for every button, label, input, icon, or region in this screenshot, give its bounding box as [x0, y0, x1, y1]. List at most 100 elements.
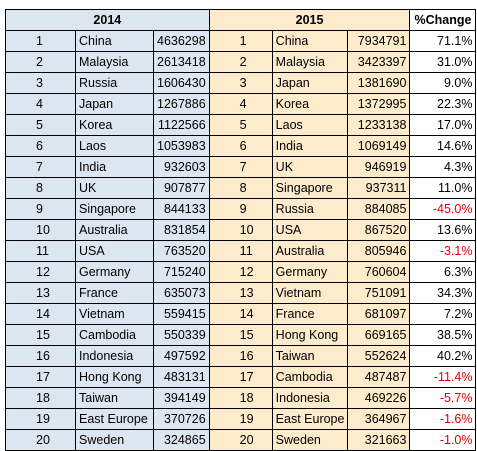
value-2015-cell[interactable]: 760604 [347, 261, 411, 283]
country-2014-cell[interactable]: Singapore [75, 198, 154, 220]
rank-2014-cell[interactable]: 9 [5, 198, 76, 220]
value-2014-cell[interactable]: 907877 [153, 177, 210, 199]
rank-2015-cell[interactable]: 4 [208, 93, 273, 115]
rank-2015-cell[interactable]: 17 [208, 366, 273, 388]
rank-2014-cell[interactable]: 18 [5, 387, 76, 409]
country-2015-cell[interactable]: Russia [271, 198, 349, 220]
header-change[interactable]: %Change [409, 9, 477, 31]
value-2015-cell[interactable]: 1069149 [347, 135, 411, 157]
rank-2014-cell[interactable]: 6 [5, 135, 76, 157]
change-cell[interactable]: 9.0% [409, 72, 477, 94]
country-2015-cell[interactable]: Australia [271, 240, 349, 262]
change-cell[interactable]: 71.1% [409, 30, 477, 52]
value-2014-cell[interactable]: 831854 [153, 219, 210, 241]
change-cell[interactable]: -11.4% [409, 366, 477, 388]
value-2014-cell[interactable]: 559415 [153, 303, 210, 325]
country-2015-cell[interactable]: Taiwan [271, 345, 349, 367]
country-2014-cell[interactable]: Sweden [75, 429, 154, 451]
value-2015-cell[interactable]: 3423397 [347, 51, 411, 73]
rank-2014-cell[interactable]: 11 [5, 240, 76, 262]
rank-2014-cell[interactable]: 19 [5, 408, 76, 430]
value-2015-cell[interactable]: 1233138 [347, 114, 411, 136]
rank-2014-cell[interactable]: 5 [5, 114, 76, 136]
country-2015-cell[interactable]: India [271, 135, 349, 157]
country-2015-cell[interactable]: Hong Kong [271, 324, 349, 346]
value-2014-cell[interactable]: 715240 [153, 261, 210, 283]
rank-2015-cell[interactable]: 5 [208, 114, 273, 136]
country-2014-cell[interactable]: France [75, 282, 154, 304]
value-2014-cell[interactable]: 370726 [153, 408, 210, 430]
value-2015-cell[interactable]: 469226 [347, 387, 411, 409]
rank-2014-cell[interactable]: 12 [5, 261, 76, 283]
value-2015-cell[interactable]: 364967 [347, 408, 411, 430]
country-2015-cell[interactable]: China [271, 30, 349, 52]
rank-2015-cell[interactable]: 6 [208, 135, 273, 157]
value-2014-cell[interactable]: 844133 [153, 198, 210, 220]
value-2015-cell[interactable]: 1381690 [347, 72, 411, 94]
change-cell[interactable]: 38.5% [409, 324, 477, 346]
country-2014-cell[interactable]: Malaysia [75, 51, 154, 73]
country-2015-cell[interactable]: Germany [271, 261, 349, 283]
value-2014-cell[interactable]: 4636298 [153, 30, 210, 52]
rank-2014-cell[interactable]: 8 [5, 177, 76, 199]
change-cell[interactable]: 14.6% [409, 135, 477, 157]
country-2015-cell[interactable]: France [271, 303, 349, 325]
value-2014-cell[interactable]: 1606430 [153, 72, 210, 94]
change-cell[interactable]: 34.3% [409, 282, 477, 304]
country-2015-cell[interactable]: UK [271, 156, 349, 178]
change-cell[interactable]: 31.0% [409, 51, 477, 73]
change-cell[interactable]: 11.0% [409, 177, 477, 199]
value-2015-cell[interactable]: 884085 [347, 198, 411, 220]
country-2014-cell[interactable]: Korea [75, 114, 154, 136]
change-cell[interactable]: -45.0% [409, 198, 477, 220]
country-2015-cell[interactable]: Korea [271, 93, 349, 115]
country-2014-cell[interactable]: Laos [75, 135, 154, 157]
country-2014-cell[interactable]: India [75, 156, 154, 178]
country-2015-cell[interactable]: Singapore [271, 177, 349, 199]
rank-2015-cell[interactable]: 16 [208, 345, 273, 367]
rank-2015-cell[interactable]: 14 [208, 303, 273, 325]
country-2014-cell[interactable]: Vietnam [75, 303, 154, 325]
value-2014-cell[interactable]: 932603 [153, 156, 210, 178]
country-2014-cell[interactable]: East Europe [75, 408, 154, 430]
value-2015-cell[interactable]: 805946 [347, 240, 411, 262]
rank-2015-cell[interactable]: 10 [208, 219, 273, 241]
country-2015-cell[interactable]: Sweden [271, 429, 349, 451]
change-cell[interactable]: -1.0% [409, 429, 477, 451]
country-2014-cell[interactable]: Australia [75, 219, 154, 241]
header-2015[interactable]: 2015 [208, 9, 411, 31]
rank-2014-cell[interactable]: 1 [5, 30, 76, 52]
change-cell[interactable]: 13.6% [409, 219, 477, 241]
country-2015-cell[interactable]: Laos [271, 114, 349, 136]
rank-2014-cell[interactable]: 3 [5, 72, 76, 94]
rank-2014-cell[interactable]: 20 [5, 429, 76, 451]
rank-2015-cell[interactable]: 19 [208, 408, 273, 430]
value-2014-cell[interactable]: 1053983 [153, 135, 210, 157]
rank-2015-cell[interactable]: 20 [208, 429, 273, 451]
country-2015-cell[interactable]: USA [271, 219, 349, 241]
country-2014-cell[interactable]: Hong Kong [75, 366, 154, 388]
country-2014-cell[interactable]: Russia [75, 72, 154, 94]
value-2014-cell[interactable]: 635073 [153, 282, 210, 304]
value-2014-cell[interactable]: 394149 [153, 387, 210, 409]
rank-2014-cell[interactable]: 13 [5, 282, 76, 304]
rank-2014-cell[interactable]: 17 [5, 366, 76, 388]
country-2015-cell[interactable]: Vietnam [271, 282, 349, 304]
value-2015-cell[interactable]: 751091 [347, 282, 411, 304]
rank-2015-cell[interactable]: 1 [208, 30, 273, 52]
country-2014-cell[interactable]: Japan [75, 93, 154, 115]
value-2014-cell[interactable]: 550339 [153, 324, 210, 346]
rank-2014-cell[interactable]: 15 [5, 324, 76, 346]
country-2015-cell[interactable]: Japan [271, 72, 349, 94]
value-2015-cell[interactable]: 552624 [347, 345, 411, 367]
change-cell[interactable]: -3.1% [409, 240, 477, 262]
value-2015-cell[interactable]: 937311 [347, 177, 411, 199]
rank-2015-cell[interactable]: 12 [208, 261, 273, 283]
change-cell[interactable]: 6.3% [409, 261, 477, 283]
value-2014-cell[interactable]: 324865 [153, 429, 210, 451]
value-2014-cell[interactable]: 2613418 [153, 51, 210, 73]
change-cell[interactable]: 17.0% [409, 114, 477, 136]
rank-2014-cell[interactable]: 10 [5, 219, 76, 241]
value-2015-cell[interactable]: 669165 [347, 324, 411, 346]
value-2015-cell[interactable]: 487487 [347, 366, 411, 388]
